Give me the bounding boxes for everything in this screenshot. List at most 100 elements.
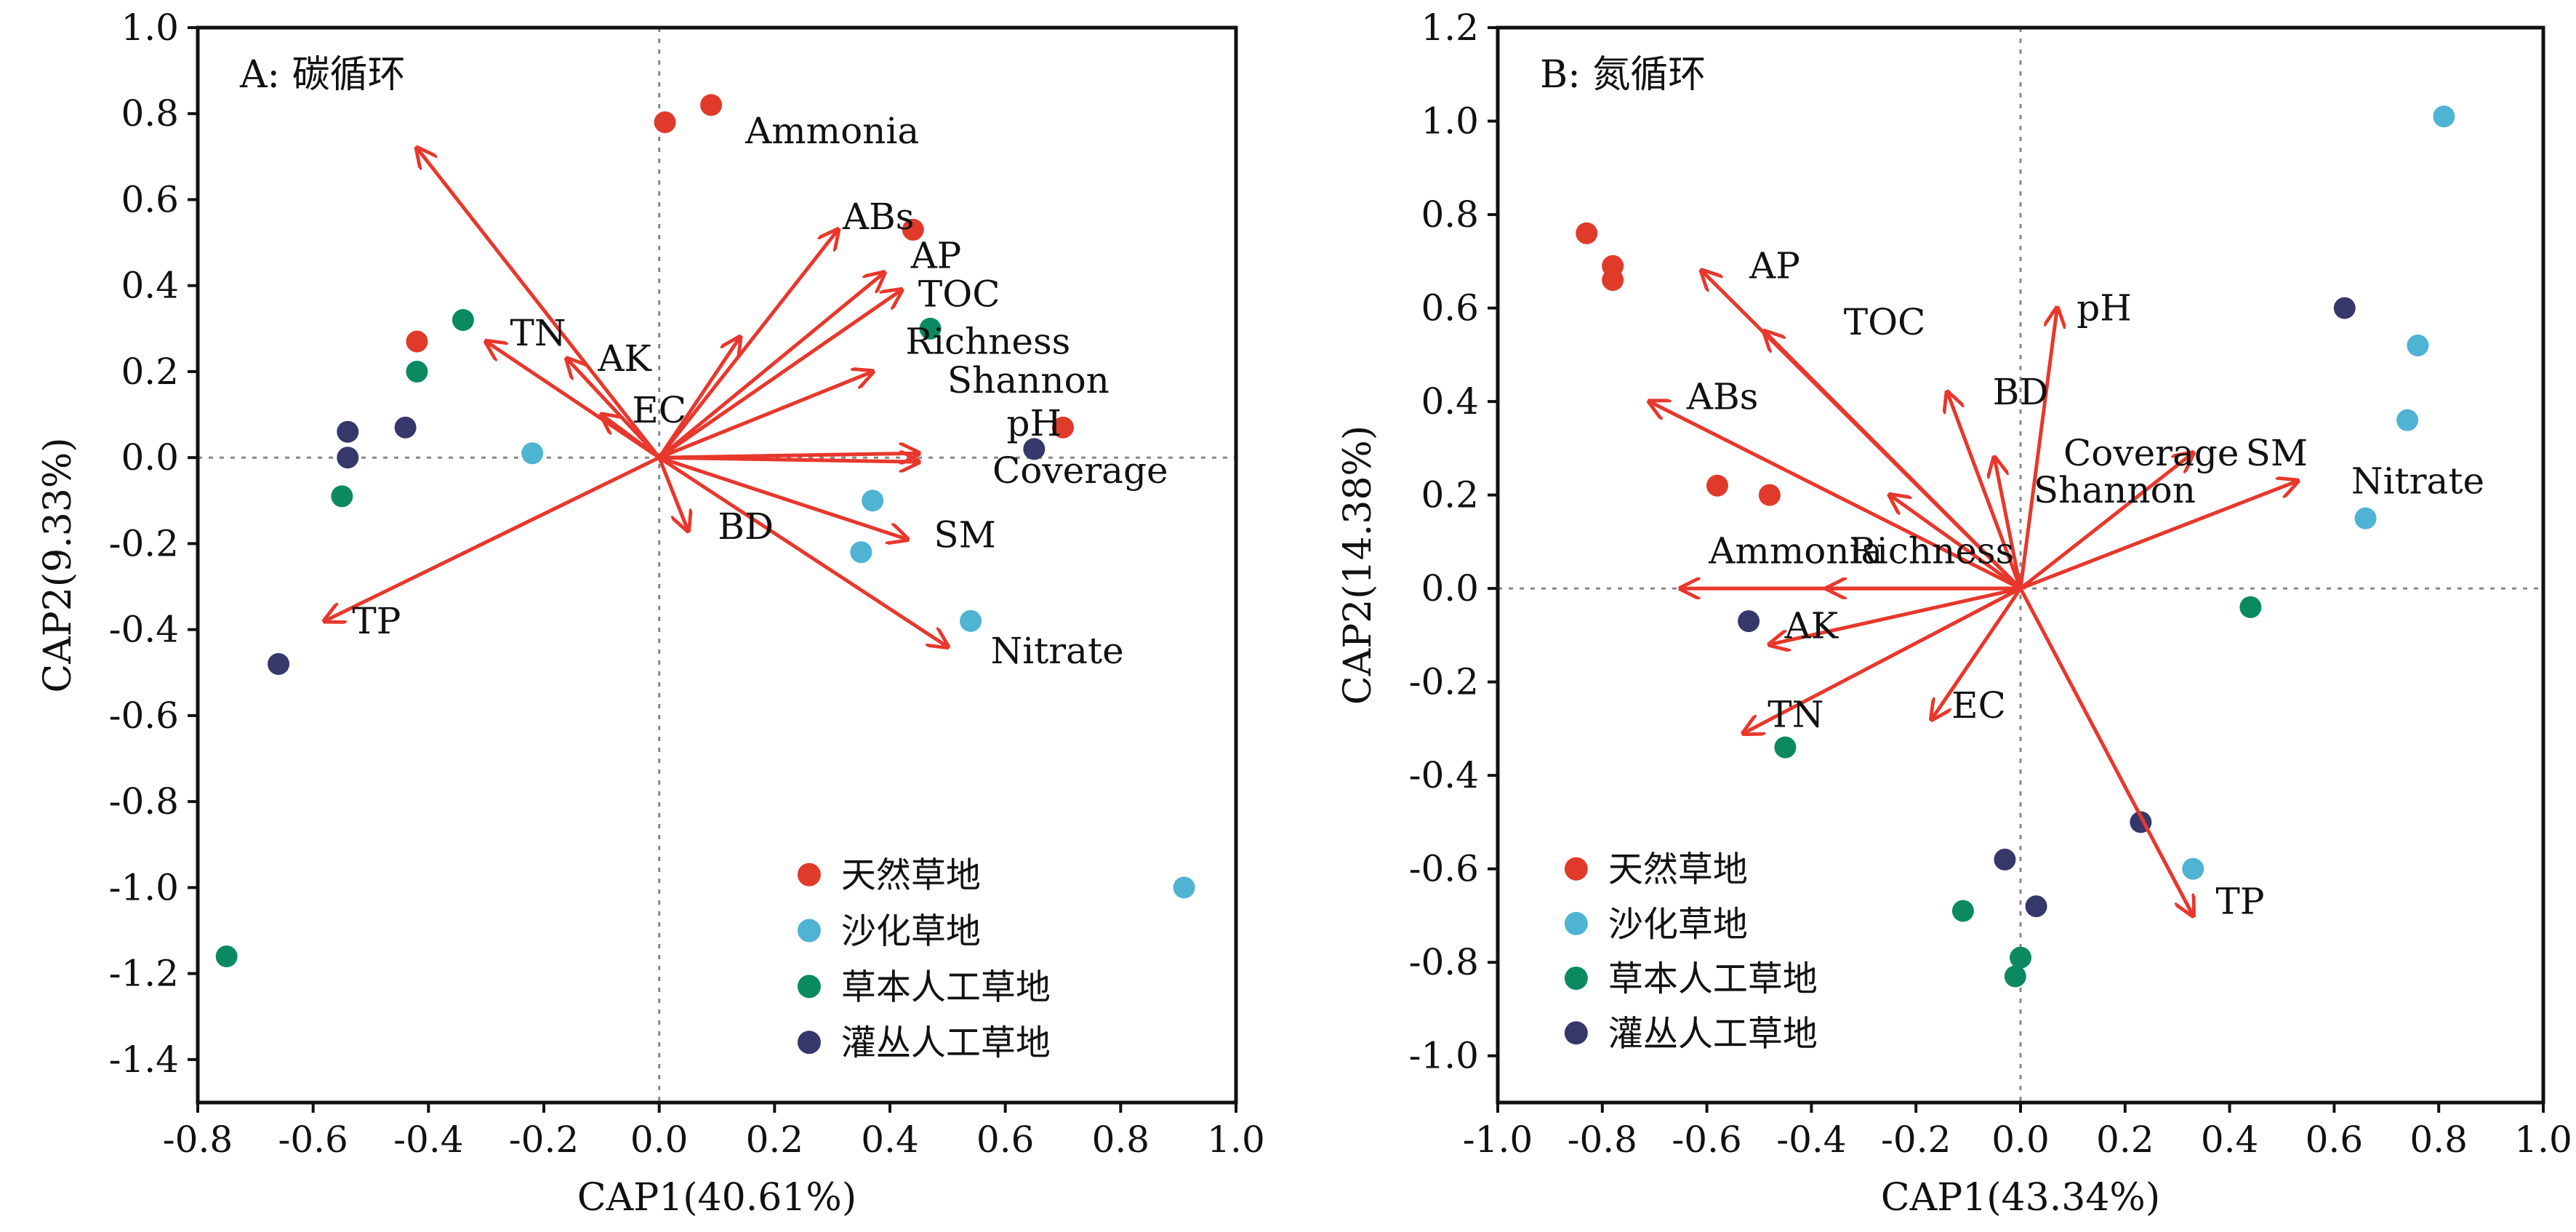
legend-label-herb: 草本人工草地: [1608, 959, 1818, 999]
data-point-desertified: [521, 442, 544, 465]
vector-arrow-label: SM: [934, 514, 995, 556]
y-tick-label: 1.0: [121, 7, 179, 49]
y-tick-label: -0.8: [1409, 941, 1479, 983]
y-tick-label: 0.2: [121, 351, 179, 393]
vector-arrow: [658, 456, 948, 647]
x-tick-label: 0.0: [630, 1119, 689, 1161]
legend-marker-desertified: [797, 919, 821, 943]
data-point-desertified: [2433, 105, 2455, 128]
y-tick-label: -0.6: [1409, 848, 1479, 890]
y-axis-title: CAP2(14.38%): [1336, 425, 1380, 705]
data-point-desertified: [2354, 507, 2377, 529]
legend-marker-shrub: [797, 1031, 821, 1055]
vector-arrow-label: pH: [2077, 287, 2132, 329]
vector-arrow-label: TP: [2215, 881, 2264, 923]
x-tick-label: -0.8: [1568, 1119, 1637, 1161]
x-tick-label: 0.4: [861, 1119, 919, 1161]
y-tick-label: 0.6: [1421, 287, 1479, 329]
y-axis-title: CAP2(9.33%): [36, 437, 80, 692]
y-tick-label: -1.0: [109, 866, 179, 908]
data-point-desertified: [2407, 334, 2429, 356]
x-tick-label: 0.8: [2410, 1119, 2468, 1161]
legend-label-herb: 草本人工草地: [841, 967, 1051, 1007]
y-tick-label: -1.0: [1409, 1035, 1479, 1077]
vector-arrow-label: TN: [1768, 694, 1823, 736]
vector-arrow: [1765, 332, 2022, 590]
panel-title: B: 氮循环: [1540, 53, 1706, 97]
vector-arrow: [657, 337, 740, 459]
data-point-natural: [700, 94, 723, 116]
data-point-desertified: [960, 609, 982, 632]
vector-arrow-label: Shannon: [947, 359, 1110, 401]
y-tick-label: 0.4: [1421, 380, 1479, 423]
x-tick-label: 0.6: [2306, 1119, 2364, 1161]
vector-arrow: [657, 457, 689, 531]
vector-arrow: [658, 290, 902, 460]
vector-arrow-label: TOC: [1844, 301, 1926, 343]
y-tick-label: -0.2: [109, 522, 179, 564]
legend-marker-natural: [1564, 857, 1588, 881]
legend-marker-shrub: [1564, 1021, 1588, 1045]
vector-arrow: [659, 457, 919, 462]
legend-marker-desertified: [1564, 911, 1588, 935]
vector-arrow-label: EC: [1951, 684, 2006, 727]
vector-arrow-label: EC: [632, 389, 686, 431]
panel-a-carbon-cycle: -0.8 -0.6 -0.4 -0.2 0.0 0.2 0.4 0.6 0.8 1.0 1.0 0.8…: [36, 7, 1265, 1220]
x-axis-title: CAP1(43.34%): [1881, 1176, 2160, 1220]
vector-arrow: [658, 372, 873, 460]
y-tick-label: -0.4: [1409, 754, 1479, 796]
vector-arrow-label: BD: [1993, 371, 2049, 413]
vector-arrow-label: ABs: [1686, 376, 1759, 418]
x-axis-title: CAP1(40.61%): [577, 1176, 856, 1220]
x-tick-label: 0.2: [746, 1119, 804, 1161]
data-point-natural: [654, 111, 676, 134]
vector-arrow: [1994, 457, 2023, 589]
y-tick-label: -1.2: [109, 953, 179, 995]
vector-arrow-label: Richness: [1849, 530, 2014, 572]
vector-arrow-label: Coverage: [992, 449, 1168, 492]
vector-arrow: [2018, 587, 2193, 916]
y-tick-label: -0.2: [1409, 661, 1479, 703]
vector-arrow: [1650, 401, 2022, 591]
data-point-natural: [1576, 222, 1598, 244]
y-tick-label: 0.0: [1421, 567, 1479, 609]
y-tick-label: 0.4: [121, 265, 179, 307]
x-tick-label: 0.6: [976, 1119, 1035, 1161]
vector-arrow: [325, 455, 660, 621]
data-point-desertified: [862, 489, 884, 512]
data-point-shrub: [2025, 895, 2047, 918]
data-point-herb: [1951, 900, 1974, 922]
y-tick-label: -0.6: [109, 695, 179, 737]
data-point-herb: [406, 360, 428, 383]
vector-arrow: [658, 455, 907, 539]
data-point-desertified: [1173, 876, 1195, 899]
vector-arrow: [601, 415, 661, 460]
legend-label-shrub: 灌丛人工草地: [1608, 1013, 1818, 1054]
y-tick-label: 0.6: [121, 178, 179, 220]
legend-marker-herb: [797, 975, 821, 999]
y-tick-label: 0.0: [121, 436, 179, 479]
data-point-desertified: [850, 541, 872, 564]
vector-arrow-label: SM: [2246, 432, 2308, 474]
y-tick-label: 0.8: [121, 92, 179, 135]
data-point-desertified: [2396, 409, 2419, 431]
vector-arrow: [2018, 308, 2057, 589]
data-point-herb: [452, 309, 474, 332]
x-tick-label: 1.0: [2514, 1119, 2572, 1161]
x-tick-label: -0.4: [393, 1119, 463, 1161]
y-tick-label: 1.0: [1421, 100, 1479, 143]
x-tick-label: -1.0: [1463, 1119, 1533, 1161]
legend-label-desertified: 沙化草地: [1608, 904, 1748, 945]
x-tick-label: 0.0: [1991, 1119, 2050, 1161]
vector-arrow-label: TN: [510, 312, 566, 354]
data-point-natural: [406, 330, 428, 353]
x-tick-label: 0.4: [2201, 1119, 2259, 1161]
data-point-desertified: [2182, 857, 2204, 880]
data-point-herb: [919, 317, 942, 340]
vector-arrow: [1744, 586, 2022, 733]
vector-arrow: [1932, 587, 2023, 719]
vector-arrow-label: Coverage: [2063, 432, 2239, 474]
x-tick-label: 1.0: [1207, 1119, 1265, 1161]
vector-arrow: [567, 359, 661, 459]
vector-arrow: [658, 273, 884, 460]
